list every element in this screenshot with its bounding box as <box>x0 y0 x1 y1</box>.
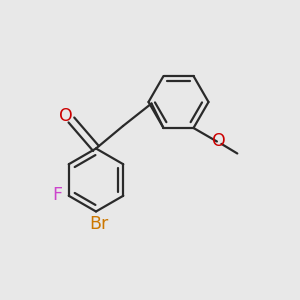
Text: O: O <box>212 133 226 151</box>
Text: F: F <box>52 186 62 204</box>
Text: O: O <box>58 107 72 125</box>
Text: Br: Br <box>89 215 108 233</box>
